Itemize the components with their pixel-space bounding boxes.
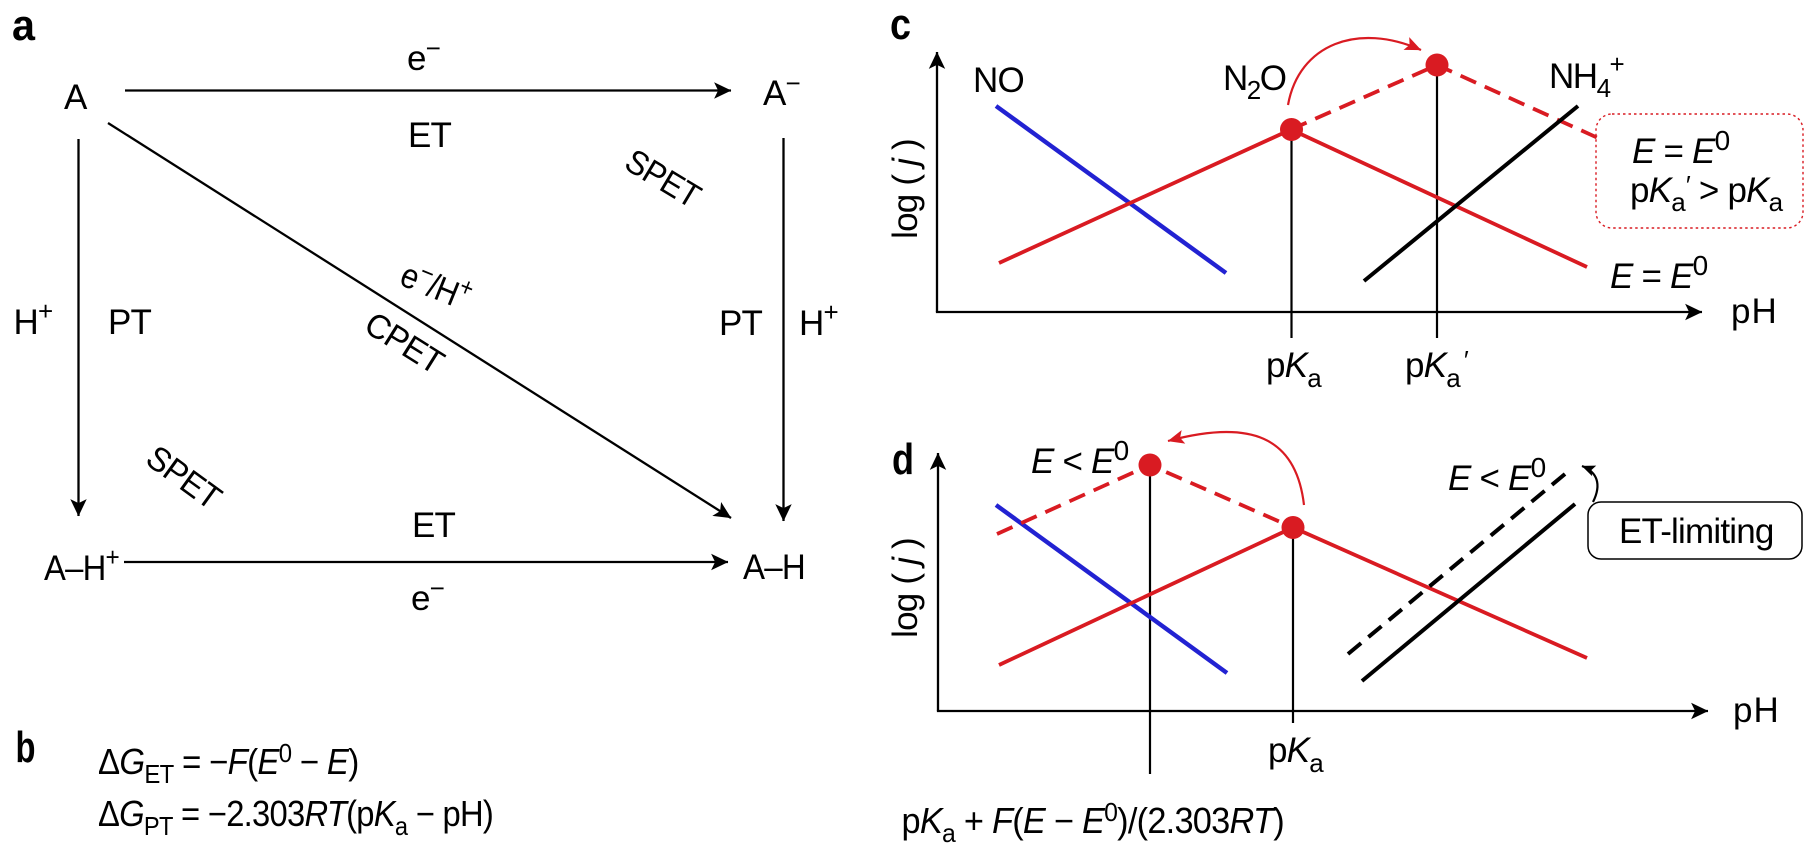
svg-text:ΔGET = −F(E0 − E): ΔGET = −F(E0 − E) [98, 739, 359, 789]
svg-text:H+: H+ [799, 297, 838, 343]
svg-text:CPET: CPET [358, 305, 450, 382]
svg-text:pH: pH [1731, 292, 1778, 331]
svg-text:SPET: SPET [139, 438, 228, 517]
svg-text:ET: ET [412, 506, 456, 545]
svg-text:A−: A− [763, 68, 800, 113]
svg-text:NH4+: NH4+ [1549, 49, 1624, 103]
svg-text:d: d [892, 435, 914, 484]
svg-text:A: A [64, 78, 88, 117]
svg-text:ΔGPT = −2.303RT(pKa − pH): ΔGPT = −2.303RT(pKa − pH) [98, 795, 493, 842]
svg-text:E = E0: E = E0 [1632, 125, 1730, 171]
svg-text:ET: ET [408, 116, 452, 155]
svg-text:A–H+: A–H+ [44, 542, 119, 588]
svg-text:A–H: A–H [743, 548, 805, 587]
svg-text:c: c [890, 0, 911, 49]
svg-text:ET-limiting: ET-limiting [1619, 512, 1774, 551]
svg-text:SPET: SPET [618, 142, 706, 216]
svg-text:E = E0: E = E0 [1610, 250, 1708, 296]
svg-text:a: a [12, 1, 35, 50]
svg-text:pKa: pKa [1268, 731, 1324, 778]
svg-text:NO: NO [973, 61, 1024, 100]
svg-text:pKa′ > pKa: pKa′ > pKa [1630, 170, 1784, 217]
svg-text:pKa′: pKa′ [1405, 345, 1469, 393]
svg-text:pH: pH [1733, 691, 1780, 730]
svg-text:log ( j ): log ( j ) [886, 139, 925, 239]
svg-text:E < E0: E < E0 [1448, 452, 1546, 498]
svg-text:E < E0: E < E0 [1031, 435, 1129, 481]
svg-text:H+: H+ [14, 296, 53, 342]
svg-text:e−: e− [407, 33, 440, 78]
svg-text:b: b [16, 723, 36, 772]
svg-text:e−: e− [411, 573, 444, 618]
svg-text:pKa + F(E − E0)/(2.303RT): pKa + F(E − E0)/(2.303RT) [902, 798, 1284, 848]
svg-text:pKa: pKa [1266, 346, 1322, 393]
svg-text:PT: PT [719, 304, 763, 343]
svg-text:N2O: N2O [1223, 59, 1286, 105]
svg-text:e−/H+: e−/H+ [395, 250, 478, 317]
svg-text:PT: PT [108, 303, 152, 342]
svg-text:log ( j ): log ( j ) [886, 538, 925, 638]
